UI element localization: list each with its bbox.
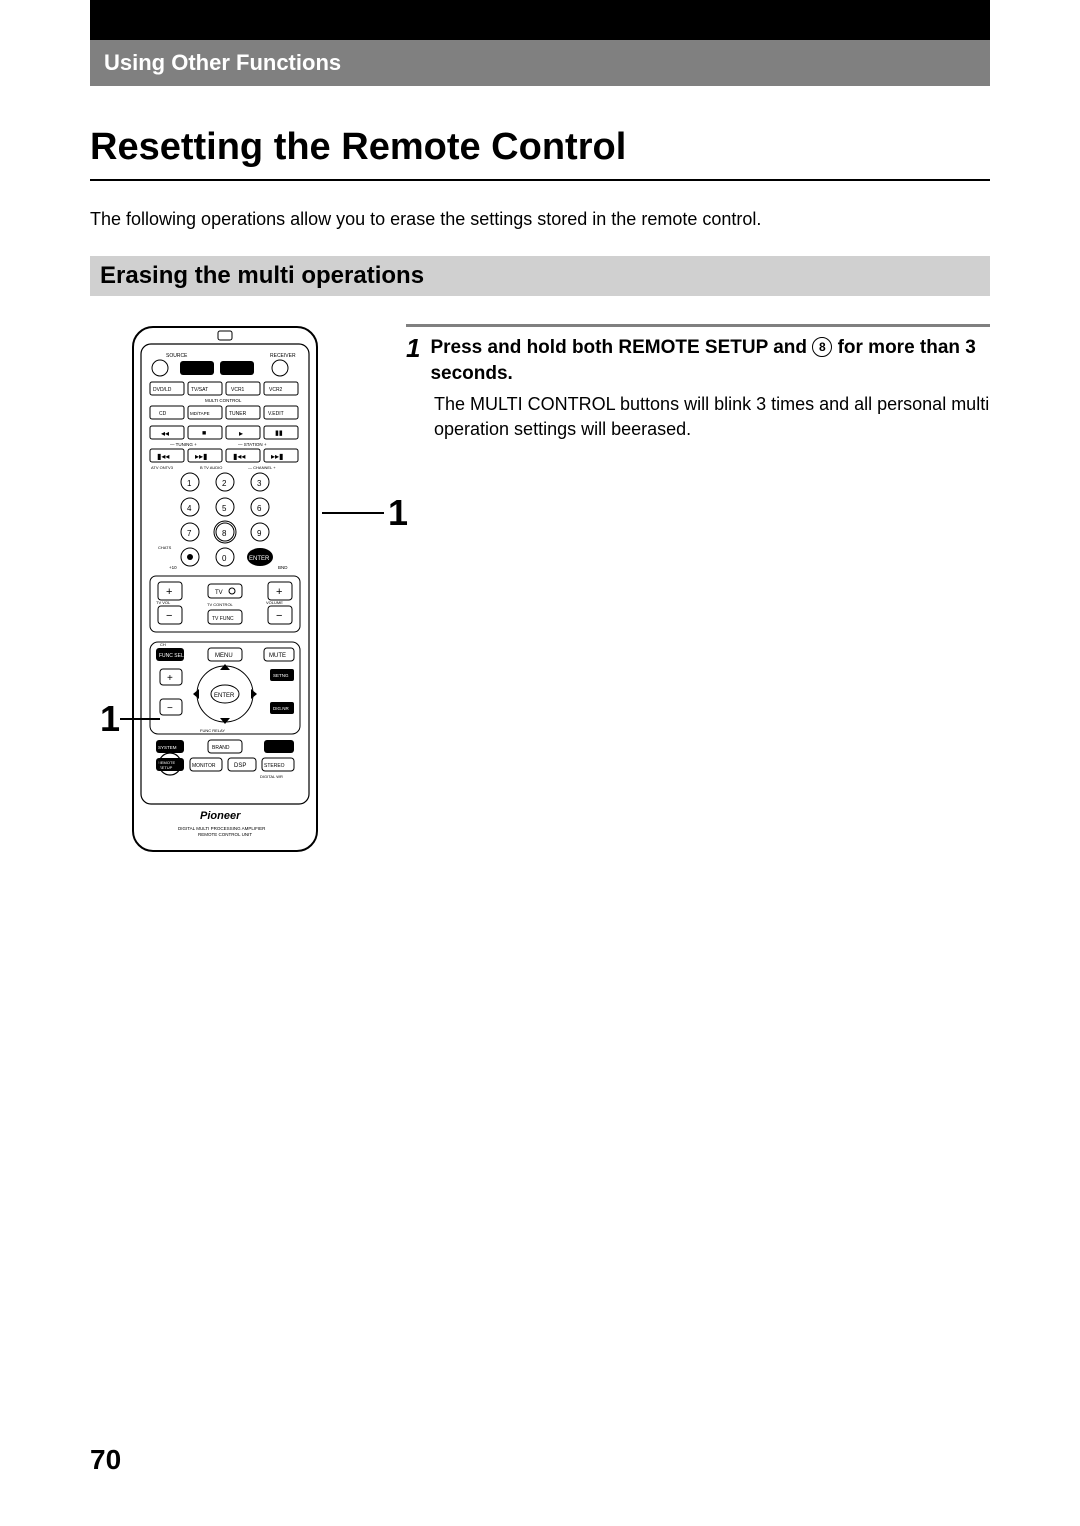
svg-text:TV: TV [215, 590, 223, 596]
svg-text:−: − [276, 610, 282, 622]
svg-text:BRAND: BRAND [212, 745, 230, 751]
svg-text:+10: +10 [169, 565, 177, 570]
svg-text:B TV AUDIO: B TV AUDIO [200, 465, 222, 470]
svg-text:TV VOL: TV VOL [156, 600, 171, 605]
svg-text:+: + [276, 586, 282, 598]
button-8-icon: 8 [812, 337, 832, 357]
svg-text:▮◂◂: ▮◂◂ [157, 452, 169, 461]
svg-text:TV/SAT: TV/SAT [191, 387, 208, 393]
svg-text:CD: CD [159, 411, 167, 417]
svg-text:DIGITAL MULTI PROCESSING AMPLI: DIGITAL MULTI PROCESSING AMPLIFIER [178, 826, 266, 831]
svg-text:2: 2 [222, 479, 227, 488]
svg-text:TV CONTROL: TV CONTROL [207, 602, 234, 607]
intro-text: The following operations allow you to er… [90, 209, 990, 230]
svg-text:1: 1 [187, 479, 192, 488]
step-body: The MULTI CONTROL buttons will blink 3 t… [434, 392, 990, 441]
svg-text:CH: CH [160, 642, 166, 647]
step-number: 1 [406, 335, 420, 386]
remote-control-illustration: SOURCE RECEIVER DVD/LD TV/SAT VCR1 VCR2 … [130, 324, 320, 854]
svg-text:TUNER: TUNER [229, 411, 247, 417]
svg-text:DIGITAL WR: DIGITAL WR [260, 774, 283, 779]
svg-text:MUTE: MUTE [269, 653, 286, 659]
svg-text:+: + [166, 586, 172, 598]
svg-text:▮◂◂: ▮◂◂ [233, 452, 245, 461]
page-title: Resetting the Remote Control [90, 126, 990, 181]
svg-text:9: 9 [257, 529, 262, 538]
step-rule [406, 324, 990, 327]
remote-illustration-column: SOURCE RECEIVER DVD/LD TV/SAT VCR1 VCR2 … [90, 324, 360, 854]
svg-text:— CHANNEL +: — CHANNEL + [248, 465, 276, 470]
top-black-bar [90, 0, 990, 40]
svg-text:DVD/LD: DVD/LD [153, 387, 172, 393]
svg-text:Pioneer: Pioneer [200, 810, 241, 822]
svg-text:ATV ONTV3: ATV ONTV3 [151, 465, 174, 470]
svg-text:ENTER: ENTER [214, 693, 235, 699]
svg-text:FUNC SEL: FUNC SEL [159, 653, 184, 659]
svg-text:−: − [166, 610, 172, 622]
svg-text:7: 7 [187, 529, 192, 538]
svg-text:MD/TAPE: MD/TAPE [190, 411, 210, 416]
svg-text:SETUP: SETUP [159, 765, 173, 770]
svg-text:0: 0 [222, 554, 227, 563]
svg-text:RECEIVER: RECEIVER [270, 353, 296, 359]
step-title: Press and hold both REMOTE SETUP and 8 f… [430, 335, 990, 386]
section-header: Using Other Functions [90, 40, 990, 86]
svg-text:SOURCE: SOURCE [166, 353, 188, 359]
svg-text:▸▸▮: ▸▸▮ [271, 452, 283, 461]
svg-text:TV FUNC: TV FUNC [212, 616, 234, 622]
svg-text:◂◂: ◂◂ [161, 429, 169, 438]
svg-text:6: 6 [257, 504, 262, 513]
svg-text:▸: ▸ [239, 429, 243, 438]
callout-number-left: 1 [100, 698, 120, 740]
instruction-column: 1 Press and hold both REMOTE SETUP and 8… [370, 324, 990, 854]
svg-text:STEREO: STEREO [264, 763, 285, 769]
svg-text:BND: BND [278, 565, 288, 570]
svg-text:VCR2: VCR2 [269, 387, 283, 393]
svg-text:MONITOR: MONITOR [192, 763, 216, 769]
callout-number-right: 1 [388, 492, 408, 534]
step-title-a: Press and hold both REMOTE SETUP and [430, 337, 812, 358]
svg-text:8: 8 [222, 529, 227, 538]
svg-text:— STATION +: — STATION + [238, 442, 267, 447]
svg-text:DSP: DSP [234, 763, 246, 769]
svg-text:5: 5 [222, 504, 227, 513]
svg-text:VOLUME: VOLUME [266, 600, 283, 605]
svg-text:MENU: MENU [215, 653, 233, 659]
step-1: 1 Press and hold both REMOTE SETUP and 8… [406, 335, 990, 386]
svg-text:V.EDIT: V.EDIT [268, 411, 284, 417]
svg-text:MULTI CONTROL: MULTI CONTROL [205, 398, 242, 403]
svg-text:VCR1: VCR1 [231, 387, 245, 393]
callout-line-right [322, 512, 384, 514]
svg-text:FUNC RELAY: FUNC RELAY [200, 728, 225, 733]
svg-text:4: 4 [187, 504, 192, 513]
svg-text:— TUNING +: — TUNING + [170, 442, 197, 447]
svg-text:−: − [167, 703, 173, 714]
callout-line-left [120, 718, 160, 720]
page-number: 70 [90, 1444, 121, 1476]
svg-text:▮▮: ▮▮ [275, 430, 283, 437]
svg-text:SYSTEM: SYSTEM [158, 745, 177, 750]
subsection-header: Erasing the multi operations [90, 256, 990, 296]
svg-text:DIG.NR: DIG.NR [273, 706, 290, 711]
svg-text:▸▸▮: ▸▸▮ [195, 452, 207, 461]
svg-text:+: + [167, 673, 173, 684]
svg-text:CHATS: CHATS [158, 545, 172, 550]
svg-text:ENTER: ENTER [249, 556, 270, 562]
svg-text:3: 3 [257, 479, 262, 488]
svg-text:REMOTE CONTROL UNIT: REMOTE CONTROL UNIT [198, 832, 252, 837]
svg-text:SETNG: SETNG [273, 673, 289, 678]
svg-text:■: ■ [202, 430, 206, 437]
